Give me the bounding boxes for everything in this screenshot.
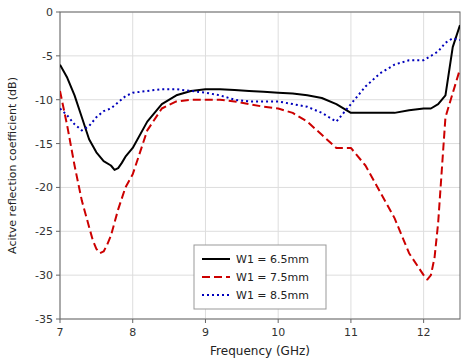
plot-frame	[60, 12, 460, 319]
legend: W1 = 6.5mm W1 = 7.5mm W1 = 8.5mm	[194, 245, 326, 309]
legend-box	[194, 245, 326, 309]
lines	[60, 25, 460, 279]
tick-y	[56, 275, 60, 276]
legend-swatch	[202, 294, 230, 296]
grid-line-x	[350, 12, 351, 319]
tick-y	[56, 143, 60, 144]
grid-line-y	[60, 187, 460, 188]
series-line	[60, 38, 460, 130]
x-axis-label: Frequency (GHz)	[210, 344, 310, 358]
tick-label-x: 11	[344, 326, 358, 339]
tick-y	[56, 55, 60, 56]
tick-label-x: 9	[202, 326, 209, 339]
chart: 7 8 9 10 11 12 0 -5 -10 -15 -20 -25 -30 -35 Frequency …	[0, 0, 474, 363]
legend-label: W1 = 6.5mm	[236, 253, 309, 266]
tick-label-y: -5	[42, 50, 53, 63]
tick-label-x: 8	[129, 326, 136, 339]
grid-line-x	[132, 12, 133, 319]
tick-y	[56, 319, 60, 320]
tick-label-y: -15	[35, 138, 53, 151]
tick-y	[56, 12, 60, 13]
tick-y	[56, 231, 60, 232]
tick-y	[56, 99, 60, 100]
tick-label-x: 7	[57, 326, 64, 339]
tick-label-y: -35	[35, 313, 53, 326]
legend-label: W1 = 7.5mm	[236, 271, 309, 284]
tick-label-y: -30	[35, 269, 53, 282]
legend-swatch	[202, 258, 230, 260]
axes: 7 8 9 10 11 12 0 -5 -10 -15 -20 -25 -30 -35	[35, 6, 460, 339]
y-axis-label: Acitve reflection coefficient (dB)	[6, 77, 19, 254]
tick-x	[278, 319, 279, 323]
tick-label-y: 0	[46, 6, 53, 19]
grid-line-y	[60, 143, 460, 144]
tick-label-y: -20	[35, 181, 53, 194]
tick-x	[423, 319, 424, 323]
legend-swatch	[202, 276, 230, 278]
tick-label-y: -25	[35, 225, 53, 238]
grid-line-y	[60, 55, 460, 56]
tick-x	[60, 319, 61, 323]
grid	[60, 12, 460, 319]
tick-label-x: 12	[417, 326, 431, 339]
tick-x	[205, 319, 206, 323]
tick-y	[56, 187, 60, 188]
tick-x	[132, 319, 133, 323]
tick-label-y: -10	[35, 94, 53, 107]
plot-area	[60, 12, 460, 319]
tick-label-x: 10	[271, 326, 285, 339]
legend-label: W1 = 8.5mm	[236, 289, 309, 302]
tick-x	[350, 319, 351, 323]
series-line	[60, 25, 460, 170]
